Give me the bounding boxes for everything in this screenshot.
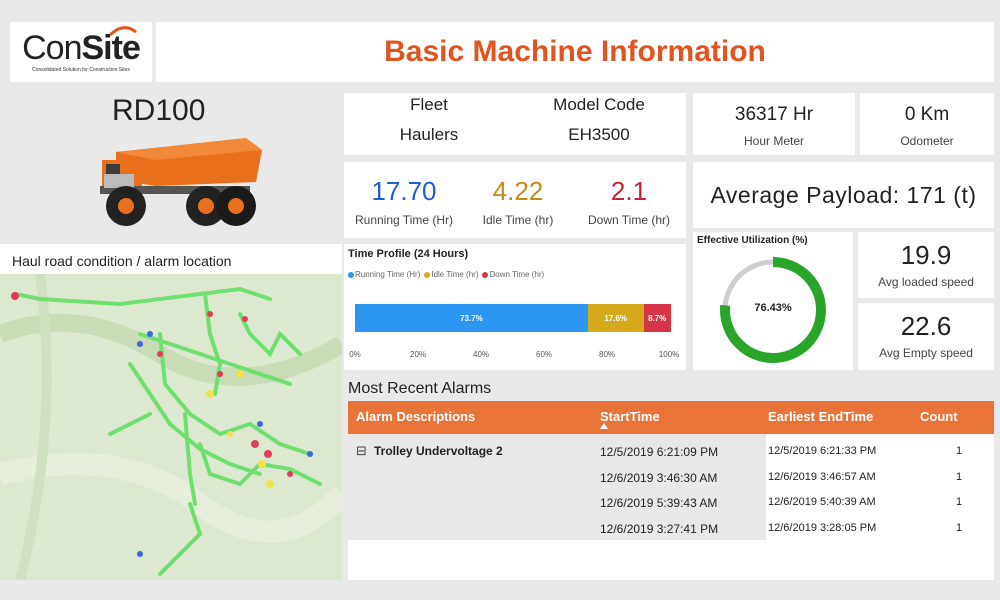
idle-time-value: 4.22 bbox=[492, 176, 544, 206]
idle-time-label: Idle Time (hr) bbox=[482, 213, 554, 227]
empty-speed-card: 22.6 Avg Empty speed bbox=[858, 303, 994, 370]
time-profile-title: Time Profile (24 Hours) bbox=[348, 248, 469, 260]
running-time-label: Running Time (Hr) bbox=[354, 213, 454, 227]
sort-ascending-icon[interactable] bbox=[600, 423, 608, 429]
logo-prefix: Con bbox=[22, 29, 82, 67]
loaded-speed-label: Avg loaded speed bbox=[878, 275, 974, 289]
tick-40: 40% bbox=[472, 350, 490, 359]
idle-segment[interactable]: 17.6% bbox=[587, 304, 644, 332]
down-segment[interactable]: 8.7% bbox=[643, 304, 671, 332]
logo-tagline: Consolidated Solution for Construction S… bbox=[32, 67, 130, 73]
alarms-table: Alarm Descriptions StartTime Earliest En… bbox=[348, 401, 994, 580]
row-3-end: 12/6/2019 5:40:39 AM bbox=[768, 496, 876, 508]
utilization-value: 76.43% bbox=[754, 302, 792, 314]
consite-logo: ConSite Consolidated Solution for Constr… bbox=[10, 22, 152, 82]
tick-0: 0% bbox=[349, 350, 361, 359]
legend-running-dot bbox=[348, 271, 354, 278]
logo-arc-icon bbox=[108, 26, 137, 36]
machine-id: RD100 bbox=[112, 94, 206, 127]
hour-meter-value: 36317 Hr bbox=[734, 104, 814, 125]
times-card: 17.70 Running Time (Hr) 4.22 Idle Time (… bbox=[344, 162, 686, 238]
running-time-value: 17.70 bbox=[371, 176, 437, 206]
legend-down: Down Time (hr) bbox=[482, 270, 544, 279]
idle-time-kpi: 4.22 Idle Time (hr) bbox=[464, 176, 572, 227]
row-1-start: 12/5/2019 6:21:09 PM bbox=[600, 445, 719, 459]
average-payload: Average Payload: 171 (t) bbox=[710, 181, 977, 208]
legend-idle: Idle Time (hr) bbox=[424, 270, 478, 279]
row-4-count: 1 bbox=[956, 522, 963, 534]
utilization-title: Effective Utilization (%) bbox=[697, 235, 808, 246]
down-time-kpi: 2.1 Down Time (hr) bbox=[576, 176, 682, 227]
logo-wordmark: ConSite bbox=[22, 29, 141, 67]
legend-down-dot bbox=[482, 271, 489, 278]
time-profile-bar: 73.7% 17.6% 8.7% bbox=[355, 304, 671, 332]
col-alarm-descriptions[interactable]: Alarm Descriptions bbox=[356, 409, 476, 424]
time-profile-x-axis: 0% 20% 40% 60% 80% 100% bbox=[344, 350, 686, 362]
odometer-card: 0 Km Odometer bbox=[860, 93, 994, 155]
row-2-end: 12/6/2019 3:46:57 AM bbox=[768, 471, 876, 483]
alarms-group-area bbox=[348, 434, 766, 540]
hour-meter-card: 36317 Hr Hour Meter bbox=[693, 93, 855, 155]
col-earliest-end-time[interactable]: Earliest EndTime bbox=[768, 409, 874, 424]
tick-60: 60% bbox=[535, 350, 553, 359]
fleet-card: Fleet Haulers Model Code EH3500 bbox=[344, 93, 686, 155]
effective-utilization-card: Effective Utilization (%) 76.43% bbox=[693, 232, 853, 370]
average-payload-card: Average Payload: 171 (t) bbox=[693, 162, 994, 228]
legend-idle-label: Idle Time (hr) bbox=[431, 270, 479, 279]
haul-road-map[interactable] bbox=[0, 274, 342, 580]
loaded-speed-card: 19.9 Avg loaded speed bbox=[858, 232, 994, 298]
expand-collapse-icon[interactable]: ⊟ bbox=[356, 443, 367, 458]
fleet-value: Haulers bbox=[399, 125, 459, 144]
empty-speed-value: 22.6 bbox=[900, 311, 952, 341]
row-4-end: 12/6/2019 3:28:05 PM bbox=[768, 522, 877, 534]
row-2-count: 1 bbox=[956, 471, 963, 483]
odometer-value: 0 Km bbox=[904, 104, 950, 125]
loaded-speed-value: 19.9 bbox=[900, 240, 952, 270]
row-3-start: 12/6/2019 5:39:43 AM bbox=[600, 496, 718, 510]
tick-20: 20% bbox=[409, 350, 427, 359]
map-title: Haul road condition / alarm location bbox=[12, 253, 232, 269]
legend-running-label: Running Time (Hr) bbox=[355, 270, 421, 279]
time-profile-legend: Running Time (Hr) Idle Time (hr) Down Ti… bbox=[348, 270, 544, 279]
legend-idle-dot bbox=[424, 271, 431, 278]
empty-speed-label: Avg Empty speed bbox=[879, 346, 973, 360]
running-time-kpi: 17.70 Running Time (Hr) bbox=[348, 176, 460, 227]
model-label: Model Code bbox=[553, 95, 645, 114]
row-1-end: 12/5/2019 6:21:33 PM bbox=[768, 445, 877, 457]
hour-meter-label: Hour Meter bbox=[743, 134, 805, 148]
model-value: EH3500 bbox=[568, 125, 630, 144]
fleet-label: Fleet bbox=[410, 95, 448, 114]
row-1-count: 1 bbox=[956, 445, 963, 457]
odometer-label: Odometer bbox=[900, 134, 954, 148]
down-time-label: Down Time (hr) bbox=[587, 213, 670, 227]
row-3-count: 1 bbox=[956, 496, 963, 508]
haul-road-map-card: Haul road condition / alarm location bbox=[0, 244, 342, 580]
row-2-start: 12/6/2019 3:46:30 AM bbox=[600, 471, 718, 485]
time-profile-card: Time Profile (24 Hours) Running Time (Hr… bbox=[344, 244, 686, 370]
running-segment[interactable]: 73.7% bbox=[355, 304, 588, 332]
alarms-title: Most Recent Alarms bbox=[348, 380, 492, 397]
tick-100: 100% bbox=[658, 350, 680, 359]
utilization-donut[interactable] bbox=[713, 250, 833, 370]
page-title: Basic Machine Information bbox=[384, 35, 766, 68]
logo-suffix: Site bbox=[81, 29, 141, 67]
row-4-start: 12/6/2019 3:27:41 PM bbox=[600, 522, 719, 536]
alarms-table-header: Alarm Descriptions StartTime Earliest En… bbox=[348, 401, 994, 434]
down-time-value: 2.1 bbox=[610, 176, 648, 206]
donut-value-arc bbox=[720, 257, 826, 363]
legend-down-label: Down Time (hr) bbox=[489, 270, 545, 279]
col-count[interactable]: Count bbox=[920, 409, 958, 424]
haul-truck-icon bbox=[100, 138, 262, 226]
legend-running: Running Time (Hr) bbox=[348, 270, 420, 279]
alarm-group-name[interactable]: Trolley Undervoltage 2 bbox=[374, 444, 503, 458]
title-bar: Basic Machine Information bbox=[156, 22, 994, 82]
col-start-time[interactable]: StartTime bbox=[600, 409, 660, 424]
tick-80: 80% bbox=[598, 350, 616, 359]
